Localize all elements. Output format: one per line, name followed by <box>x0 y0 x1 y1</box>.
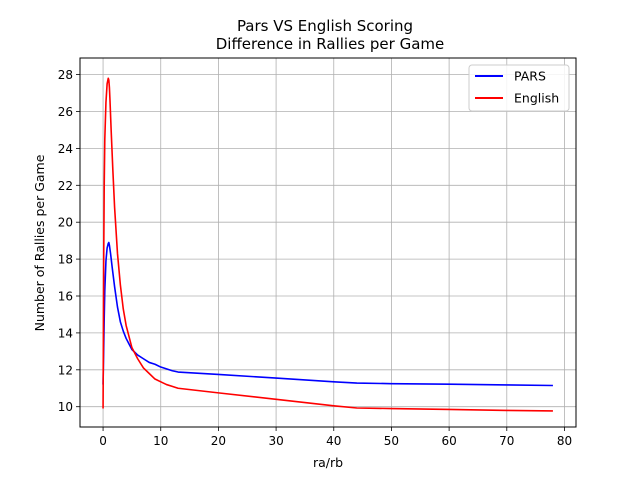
x-tick-label: 80 <box>557 434 572 448</box>
y-tick-label: 16 <box>58 290 73 304</box>
y-tick-label: 14 <box>58 326 73 340</box>
x-tick-label: 0 <box>99 434 107 448</box>
x-tick-label: 60 <box>441 434 456 448</box>
chart-title-line2: Difference in Rallies per Game <box>216 35 444 53</box>
chart-title-line1: Pars VS English Scoring <box>237 17 413 35</box>
y-tick-label: 22 <box>58 179 73 193</box>
series-line-english <box>102 77 553 412</box>
y-tick-label: 10 <box>58 400 73 414</box>
x-tick-label: 20 <box>211 434 226 448</box>
x-tick-label: 40 <box>326 434 341 448</box>
y-tick-label: 28 <box>58 68 73 82</box>
x-axis-ticks: 0 10 20 30 40 50 60 70 80 <box>99 427 572 448</box>
legend-label-english: English <box>514 91 559 106</box>
y-tick-label: 12 <box>58 363 73 377</box>
series-lines <box>102 77 553 412</box>
x-tick-label: 30 <box>268 434 283 448</box>
x-tick-label: 50 <box>384 434 399 448</box>
y-tick-label: 26 <box>58 105 73 119</box>
y-tick-label: 20 <box>58 216 73 230</box>
x-tick-label: 10 <box>153 434 168 448</box>
legend-label-pars: PARS <box>514 69 546 84</box>
x-axis-label: ra/rb <box>313 455 343 470</box>
y-axis-ticks: 10 12 14 16 18 20 22 24 26 28 <box>58 68 80 414</box>
x-tick-label: 70 <box>499 434 514 448</box>
plot-frame <box>79 57 577 428</box>
y-tick-label: 24 <box>58 142 73 156</box>
y-tick-label: 18 <box>58 253 73 267</box>
legend: PARS English <box>468 64 570 112</box>
series-line-pars <box>102 241 553 387</box>
y-axis-label: Number of Rallies per Game <box>32 154 47 331</box>
